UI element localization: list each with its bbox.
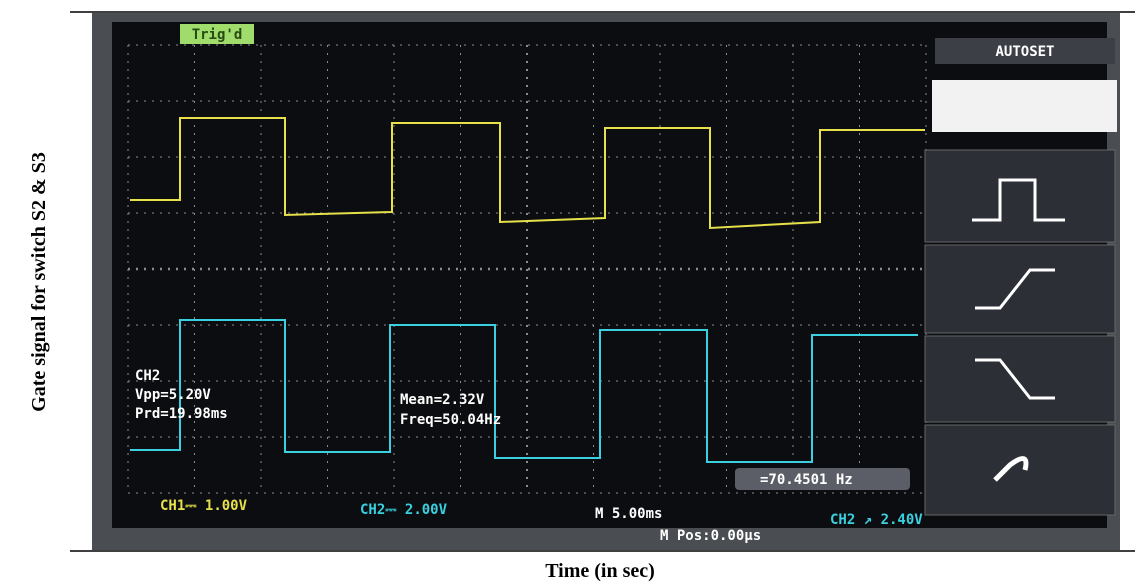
grid bbox=[127, 44, 927, 494]
pulse-icon bbox=[972, 178, 1065, 222]
y-axis-label: Gate signal for switch S2 & S3 bbox=[28, 152, 50, 412]
menu-button bbox=[924, 244, 1116, 334]
menu-title: AUTOSET bbox=[995, 44, 1054, 60]
ch1-trace bbox=[130, 117, 925, 230]
counter: =70.4501 Hz bbox=[760, 472, 853, 488]
ch2-trace bbox=[130, 319, 918, 463]
menu-button bbox=[932, 80, 1117, 132]
menu-header bbox=[935, 38, 1115, 64]
x-axis-label: Time (in sec) bbox=[545, 560, 655, 582]
rise-icon bbox=[975, 268, 1055, 310]
trig-badge bbox=[180, 24, 254, 44]
measure-channel: CH2 bbox=[135, 368, 160, 384]
trigger-status: Trig'd bbox=[192, 27, 243, 43]
measure-period: Prd=19.98ms bbox=[135, 406, 228, 422]
measure-freq: Freq=50.04Hz bbox=[400, 412, 501, 428]
measure-mean: Mean=2.32V bbox=[400, 392, 485, 408]
ch2-scale: CH2⎓ 2.00V bbox=[360, 502, 448, 518]
undo-icon bbox=[993, 456, 1029, 482]
menu-button bbox=[924, 335, 1116, 423]
menu-button bbox=[924, 424, 1116, 516]
timebase: M 5.00ms bbox=[595, 506, 662, 522]
menu-button bbox=[924, 149, 1116, 243]
measure-vpp: Vpp=5.20V bbox=[135, 387, 211, 403]
position: M Pos:0.00μs bbox=[660, 528, 761, 544]
ch1-scale: CH1⎓ 1.00V bbox=[160, 498, 248, 514]
fall-icon bbox=[975, 358, 1055, 400]
counter-box bbox=[735, 468, 910, 490]
trigger-level: CH2 ↗ 2.40V bbox=[830, 512, 923, 528]
